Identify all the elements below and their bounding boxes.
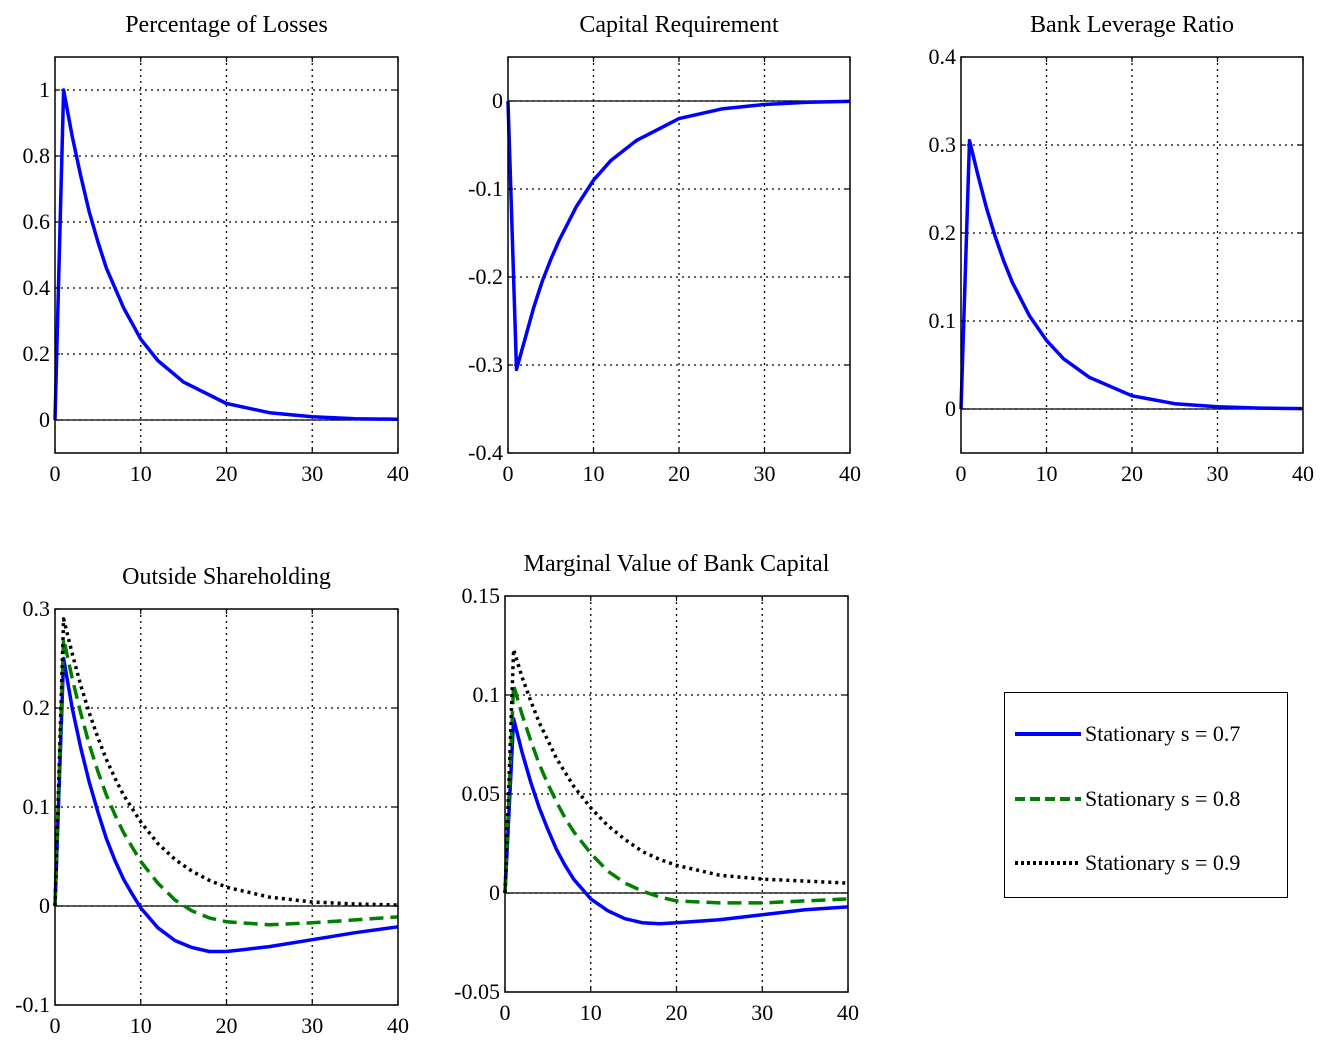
x-tick-label: 30 — [754, 461, 776, 486]
chart-title: Marginal Value of Bank Capital — [524, 551, 830, 577]
x-tick-label: 20 — [216, 461, 238, 486]
y-tick-label: 0.6 — [23, 209, 51, 234]
x-tick-label: 40 — [837, 1000, 859, 1025]
x-tick-label: 40 — [1292, 461, 1314, 486]
x-tick-label: 10 — [580, 1000, 602, 1025]
y-tick-label: 0.3 — [929, 132, 957, 157]
y-tick-label: 0.3 — [23, 596, 51, 621]
series-line-2 — [53, 636, 399, 927]
y-tick-label: 0.1 — [929, 308, 957, 333]
y-tick-label: 0 — [489, 880, 500, 905]
legend-line-dotted-black — [1015, 861, 1081, 865]
legend: Stationary s = 0.7 Stationary s = 0.8 St… — [1004, 692, 1288, 898]
legend-label: Stationary s = 0.9 — [1085, 850, 1241, 875]
x-tick-label: 0 — [956, 461, 967, 486]
y-tick-label: -0.1 — [468, 176, 503, 201]
x-tick-label: 0 — [503, 461, 514, 486]
legend-entry-s08: Stationary s = 0.8 — [1015, 784, 1240, 814]
legend-entry-s09: Stationary s = 0.9 — [1015, 848, 1240, 878]
series-line-1 — [53, 656, 399, 954]
series-line-1 — [503, 717, 849, 926]
x-tick-label: 10 — [130, 1013, 152, 1038]
chart-panel-3: 0 10 20 30 40 0 0.1 0.2 0.3 0.4 Bank Leverage Rati… — [929, 12, 1315, 486]
x-tick-label: 20 — [668, 461, 690, 486]
y-tick-label: 0.1 — [23, 794, 51, 819]
y-tick-label: 0.4 — [23, 275, 51, 300]
y-tick-label: 0.8 — [23, 143, 51, 168]
series-line-3 — [503, 647, 849, 894]
x-tick-label: 30 — [751, 1000, 773, 1025]
series-line-3 — [53, 617, 399, 907]
x-tick-label: 30 — [301, 461, 323, 486]
y-tick-label: 0.2 — [929, 220, 957, 245]
y-tick-label: -0.3 — [468, 352, 503, 377]
legend-line-solid-blue — [1015, 732, 1081, 736]
x-tick-label: 30 — [1207, 461, 1229, 486]
x-tick-label: 40 — [387, 461, 409, 486]
x-tick-label: 0 — [50, 1013, 61, 1038]
y-tick-label: 0.05 — [462, 781, 501, 806]
series-line-2 — [503, 683, 849, 905]
chart-title: Percentage of Losses — [125, 12, 328, 38]
x-tick-label: 0 — [500, 1000, 511, 1025]
x-tick-label: 20 — [666, 1000, 688, 1025]
y-tick-label: 0 — [945, 396, 956, 421]
x-tick-label: 10 — [130, 461, 152, 486]
y-tick-label: 0 — [39, 893, 50, 918]
y-tick-label: 0.2 — [23, 341, 51, 366]
series-line-1 — [506, 99, 851, 372]
x-tick-label: 20 — [216, 1013, 238, 1038]
x-tick-label: 40 — [387, 1013, 409, 1038]
x-tick-label: 30 — [301, 1013, 323, 1038]
x-tick-label: 20 — [1121, 461, 1143, 486]
x-tick-label: 0 — [50, 461, 61, 486]
y-tick-label: -0.2 — [468, 264, 503, 289]
chart-title: Capital Requirement — [579, 12, 779, 38]
y-tick-label: 0 — [492, 88, 503, 113]
series-line-1 — [959, 138, 1304, 411]
y-tick-label: -0.4 — [468, 440, 503, 465]
y-tick-label: -0.1 — [15, 992, 50, 1017]
y-tick-label: 0.1 — [473, 682, 501, 707]
series-line-1 — [53, 88, 399, 422]
chart-title: Bank Leverage Ratio — [1030, 12, 1234, 38]
legend-label: Stationary s = 0.7 — [1085, 721, 1241, 746]
chart-panel-1: 0 10 20 30 40 0 0.2 0.4 0.6 0.8 1 Percentage of Los… — [23, 12, 410, 486]
x-tick-label: 40 — [839, 461, 861, 486]
y-tick-label: 0 — [39, 407, 50, 432]
legend-line-dashed-green — [1015, 797, 1081, 801]
y-tick-label: 0.4 — [929, 44, 957, 69]
legend-label: Stationary s = 0.8 — [1085, 786, 1241, 811]
y-tick-label: 1 — [39, 77, 50, 102]
y-tick-label: 0.2 — [23, 695, 51, 720]
y-tick-label: -0.05 — [454, 979, 500, 1004]
x-tick-label: 10 — [1036, 461, 1058, 486]
x-tick-label: 10 — [583, 461, 605, 486]
legend-entry-s07: Stationary s = 0.7 — [1015, 719, 1240, 749]
chart-panel-2: 0 10 20 30 40 -0.4 -0.3 -0.2 -0.1 0 Capital Requir… — [468, 12, 861, 486]
chart-title: Outside Shareholding — [122, 564, 331, 590]
y-tick-label: 0.15 — [462, 583, 501, 608]
